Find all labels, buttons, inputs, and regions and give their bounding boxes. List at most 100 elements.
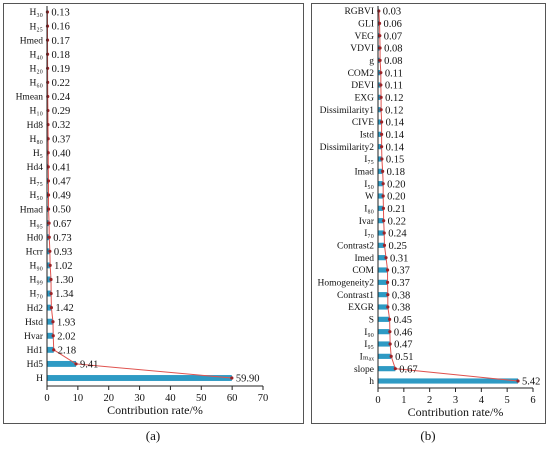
category-label: Iₘₐₓ (360, 353, 375, 363)
point-VDVI (378, 46, 382, 50)
x-tick-label: 70 (258, 393, 269, 404)
x-tick-label: 20 (103, 393, 114, 404)
bar-Contrast2 (378, 242, 385, 248)
chart-a: H₃₀ H₂₅ Hmed H₄₀ H₂₀ H₆₀ Hmean H₁₀ Hd8 H₈₀ H₅ Hd4 H₇… (16, 6, 269, 417)
category-label: DEVI (351, 81, 374, 91)
bar-Hd2 (47, 304, 52, 311)
point-Hvar (51, 334, 55, 338)
x-tick-label: 4 (479, 395, 485, 406)
value-label: 0.16 (51, 22, 69, 33)
point-COM (385, 268, 390, 272)
value-label: 0.12 (385, 93, 403, 104)
bar-Imad (378, 168, 383, 174)
category-label: H₄₀ (30, 50, 44, 60)
category-label: Imad (354, 168, 374, 178)
point-Dissimilarity2 (380, 145, 384, 149)
bar-COM (378, 267, 388, 273)
point-EXGR (386, 305, 390, 309)
value-label: 0.11 (385, 81, 403, 92)
value-label: 0.03 (383, 7, 401, 18)
value-label: 0.18 (387, 167, 405, 178)
point-S (388, 317, 392, 321)
value-label: 0.14 (386, 142, 405, 153)
bar-I70 (378, 230, 385, 236)
bar-CIVE (378, 119, 382, 125)
value-label: 0.22 (388, 216, 406, 227)
bar-Imed (378, 255, 387, 261)
category-label: g (369, 57, 374, 67)
category-label: Hstd (25, 318, 43, 328)
category-label: EXG (354, 94, 374, 104)
bar-Dissimilarity2 (378, 144, 382, 150)
category-label: H₆₀ (30, 79, 44, 89)
point-Hd0 (47, 235, 51, 239)
category-label: I₉₀ (364, 328, 374, 338)
point-Imad (381, 169, 385, 173)
value-label: 0.20 (387, 179, 405, 190)
category-label: VEG (354, 32, 374, 42)
x-tick-label: 6 (530, 395, 535, 406)
bar-Istd (378, 131, 382, 137)
value-label: 0.17 (52, 36, 70, 47)
category-label: EXGR (348, 303, 375, 313)
point-H75 (46, 179, 51, 183)
category-label: slope (354, 365, 374, 375)
value-label: 0.37 (52, 134, 70, 145)
category-label: Hvar (24, 332, 44, 342)
value-label: 0.67 (399, 364, 417, 375)
category-label: COM2 (348, 69, 375, 79)
category-label: I₈₀ (364, 205, 374, 215)
panel-a-label: (a) (146, 428, 160, 443)
value-label: 0.38 (392, 290, 410, 301)
category-label: H₂₀ (30, 65, 44, 75)
value-label: 0.73 (53, 233, 71, 244)
x-tick-label: 60 (227, 393, 238, 404)
point-I80 (381, 206, 386, 210)
x-tick-label: 0 (375, 395, 380, 406)
value-label: 0.18 (52, 50, 70, 61)
bar-H (47, 375, 232, 381)
category-label: Contrast1 (337, 291, 374, 301)
point-Contrast2 (382, 243, 387, 247)
category-label: Dissimilarity2 (320, 143, 375, 153)
bar-EXGR (378, 304, 388, 310)
category-label: I₉₅ (364, 340, 374, 350)
value-label: 1.93 (57, 317, 75, 328)
bar-Contrast1 (378, 292, 388, 298)
point-g (378, 58, 382, 62)
value-label: 0.11 (385, 68, 403, 79)
value-label: 0.22 (52, 78, 70, 89)
category-label: I₇₅ (364, 155, 374, 165)
bar-H99 (47, 276, 52, 283)
category-label: Homogeneity2 (318, 279, 375, 289)
point-Hmad (46, 207, 51, 211)
category-label: GLI (358, 20, 374, 30)
category-label: VDVI (350, 44, 374, 54)
point-H99 (49, 277, 53, 282)
x-axis-title: Contribution rate/% (107, 403, 203, 417)
value-label: 0.46 (394, 327, 412, 338)
point-Imed (384, 256, 388, 260)
point-Hstd (51, 320, 55, 324)
category-label: H₅₀ (30, 191, 44, 201)
category-label: H₇₀ (30, 290, 44, 300)
value-label: 2.18 (58, 345, 76, 356)
point-Dissimilarity1 (379, 108, 383, 112)
value-label: 0.06 (384, 19, 402, 30)
value-label: 0.38 (392, 303, 410, 314)
value-label: 0.45 (394, 315, 412, 326)
value-label: 0.37 (392, 278, 410, 289)
category-label: RGBVI (344, 7, 374, 17)
value-label: 0.08 (384, 56, 402, 67)
value-label: 0.14 (386, 130, 405, 141)
panel-b-frame (311, 3, 546, 424)
value-label: 1.42 (55, 303, 73, 314)
value-label: 0.40 (52, 148, 70, 159)
point-Hd2 (49, 306, 53, 310)
point-H90 (48, 263, 52, 267)
category-label: Contrast2 (337, 242, 374, 252)
value-label: 0.20 (387, 192, 405, 203)
point-VEG (378, 34, 382, 38)
category-label: Ivar (359, 217, 375, 227)
x-tick-label: 40 (165, 393, 176, 404)
